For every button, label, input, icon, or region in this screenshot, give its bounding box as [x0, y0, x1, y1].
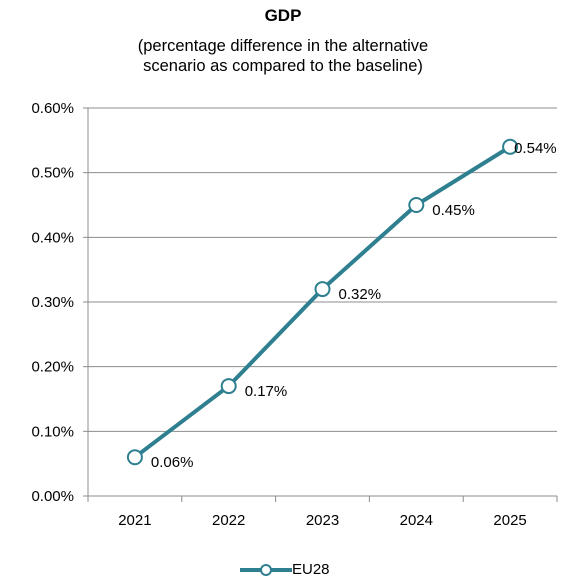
subtitle-line-1: (percentage difference in the alternativ…: [137, 37, 429, 55]
x-tick-label: 2021: [118, 512, 151, 529]
data-point-marker: [502, 138, 519, 155]
y-tick-label: 0.50%: [31, 165, 74, 182]
y-tick-label: 0.00%: [31, 488, 74, 505]
data-point-marker: [408, 197, 425, 213]
data-label: 0.32%: [339, 286, 382, 303]
subtitle-line-2: scenario as compared to the baseline): [143, 57, 423, 75]
y-tick-label: 0.10%: [31, 423, 74, 440]
legend-label-eu28: EU28: [292, 561, 330, 578]
legend: EU28: [240, 561, 330, 578]
y-tick-label: 0.40%: [31, 229, 74, 246]
x-tick-label: 2025: [493, 512, 526, 529]
x-tick-label: 2022: [212, 512, 245, 529]
data-label: 0.54%: [514, 140, 557, 157]
y-tick-label: 0.20%: [31, 359, 74, 376]
y-tick-label: 0.30%: [31, 294, 74, 311]
data-point-marker: [314, 281, 331, 298]
chart-subtitle: (percentage difference in the alternativ…: [60, 36, 506, 76]
y-tick-label: 0.60%: [31, 100, 74, 117]
data-label: 0.45%: [432, 202, 475, 219]
data-label: 0.06%: [151, 454, 194, 471]
data-point-marker: [126, 449, 143, 466]
legend-line-marker-icon: [240, 563, 292, 577]
data-point-marker: [220, 378, 237, 395]
chart-title: GDP: [264, 6, 302, 25]
data-label: 0.17%: [245, 383, 288, 400]
x-tick-label: 2024: [400, 512, 433, 529]
x-tick-label: 2023: [306, 512, 339, 529]
